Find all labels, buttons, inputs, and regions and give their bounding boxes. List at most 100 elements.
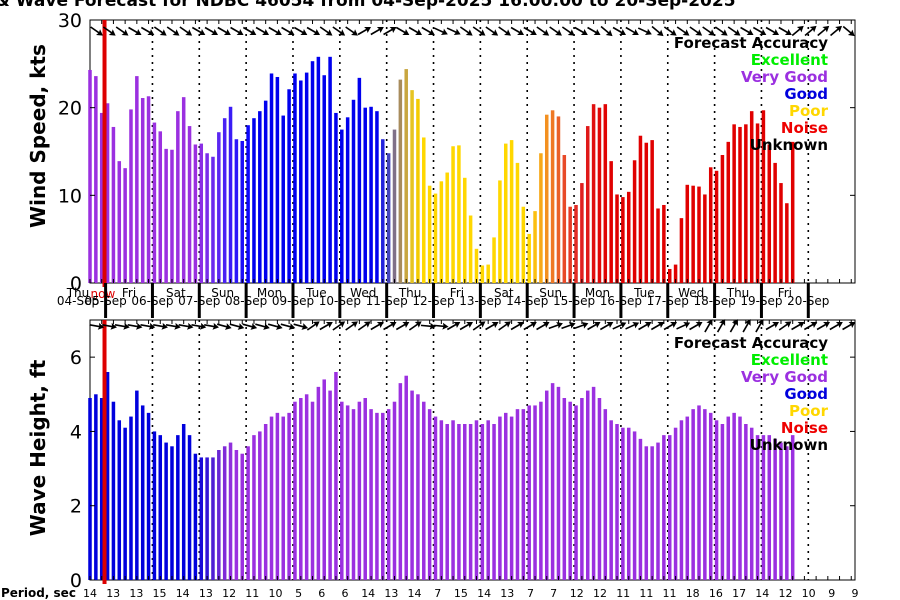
bar — [626, 427, 631, 580]
bar — [451, 420, 455, 580]
legend-item: Unknown — [750, 136, 828, 154]
bar — [158, 131, 163, 283]
bar — [603, 409, 608, 580]
bar — [597, 107, 602, 283]
bar — [217, 450, 221, 580]
bar — [474, 420, 479, 580]
bar — [135, 76, 139, 283]
bar — [486, 264, 490, 283]
period-value: 14 — [477, 587, 491, 600]
bar — [340, 401, 344, 580]
bar — [240, 140, 244, 283]
direction-arrow — [729, 319, 738, 333]
period-value: 14 — [755, 587, 769, 600]
bar — [281, 115, 285, 283]
direction-arrow — [433, 322, 449, 330]
bar — [205, 457, 209, 580]
period-value: 11 — [245, 587, 259, 600]
period-value: 13 — [384, 587, 398, 600]
bar — [550, 110, 555, 283]
bar — [544, 390, 549, 580]
date-axis: Fri Sat Sun Mon Tue Wed Thu Fri Sat Sun Mon Tue Wed T… — [57, 283, 829, 318]
bar — [345, 117, 350, 283]
day-label: Mon — [257, 286, 282, 300]
wave-height-chart: Wave Height, ft 0 2 4 6 Forecast AccuracyExc… — [26, 319, 859, 600]
direction-arrow — [523, 26, 537, 36]
bar — [785, 203, 789, 283]
bar — [708, 167, 713, 283]
direction-arrow — [472, 321, 486, 331]
bar — [386, 409, 391, 580]
bar — [246, 446, 250, 580]
day-label: Tue — [305, 286, 327, 300]
direction-arrow — [153, 26, 167, 36]
direction-arrow — [510, 321, 525, 331]
period-value: 18 — [686, 587, 700, 600]
direction-arrow — [727, 26, 741, 36]
bar — [568, 206, 572, 283]
bar — [375, 111, 379, 283]
bar — [749, 427, 754, 580]
direction-arrow — [165, 322, 181, 330]
bar — [738, 126, 742, 283]
bar — [111, 126, 116, 283]
bar — [509, 140, 514, 283]
direction-arrow — [755, 319, 764, 333]
bar — [463, 424, 467, 580]
bar — [88, 69, 92, 283]
bar — [181, 97, 186, 284]
bar — [468, 215, 473, 283]
legend-item: Good — [784, 85, 828, 103]
bar — [486, 420, 490, 580]
bar — [252, 435, 256, 580]
bar — [568, 401, 572, 580]
period-value: 12 — [593, 587, 607, 600]
bar — [480, 424, 485, 580]
bar — [328, 56, 332, 283]
legend-item: Very Good — [741, 368, 828, 386]
bar — [468, 424, 473, 580]
bar — [299, 80, 303, 284]
bar — [609, 420, 613, 580]
bar — [99, 398, 104, 580]
bar — [158, 435, 163, 580]
bar — [105, 372, 110, 580]
direction-arrow — [127, 322, 143, 330]
bar — [714, 170, 719, 283]
bar — [667, 435, 672, 580]
direction-arrow — [229, 323, 245, 330]
bar — [293, 401, 297, 580]
bar — [140, 405, 145, 580]
bar — [193, 144, 198, 283]
bar — [252, 118, 256, 283]
bar — [205, 153, 209, 283]
bar — [463, 177, 467, 283]
bar — [193, 453, 198, 580]
direction-arrow — [804, 25, 817, 37]
period-value: 12 — [222, 587, 236, 600]
bar — [744, 424, 748, 580]
direction-arrow — [293, 323, 309, 330]
legend-item: Poor — [789, 102, 829, 120]
bar — [556, 116, 561, 284]
bar — [433, 193, 438, 283]
bar — [322, 379, 326, 580]
bar — [164, 148, 168, 283]
direction-arrow — [255, 26, 270, 36]
bar — [708, 412, 713, 580]
bar — [632, 431, 637, 580]
bar — [515, 409, 520, 580]
period-value: 7 — [550, 587, 557, 600]
bar — [732, 124, 736, 283]
period-value: 14 — [176, 587, 190, 600]
direction-arrow — [230, 26, 244, 36]
direction-arrow — [765, 26, 780, 36]
period-value: 14 — [361, 587, 375, 600]
page-title: & Wave Forecast for NDBC 46054 from 04-S… — [0, 0, 736, 11]
direction-arrow — [204, 26, 219, 36]
bar — [316, 56, 321, 283]
bar — [345, 405, 350, 580]
bar — [351, 99, 356, 283]
bar — [662, 204, 666, 283]
